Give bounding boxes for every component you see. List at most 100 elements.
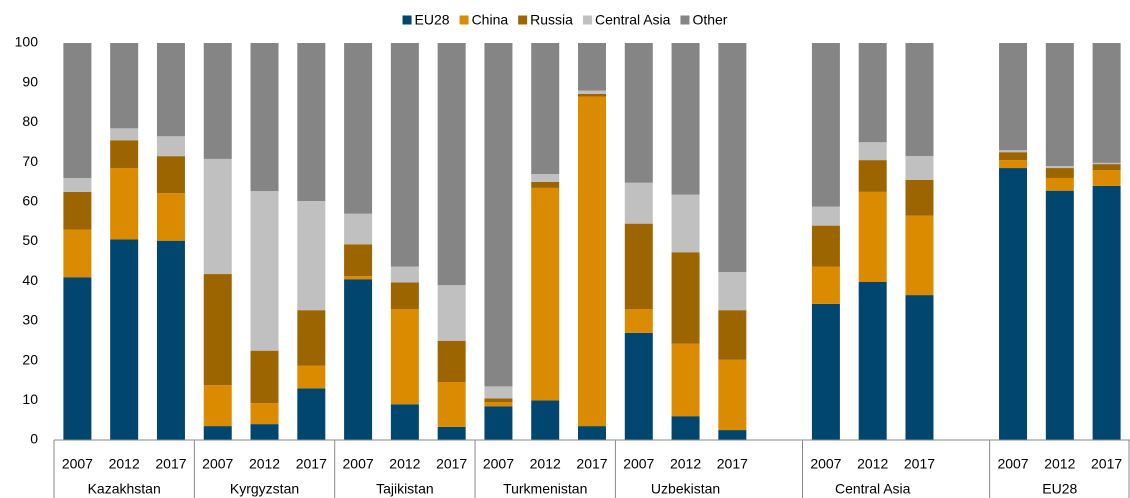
- group-label: Kazakhstan: [88, 481, 161, 497]
- bar-segment: [624, 43, 653, 183]
- bar-segment: [624, 332, 653, 440]
- bar-segment: [484, 402, 513, 407]
- x-tick-label: 2012: [249, 456, 280, 472]
- bar-segment: [811, 43, 840, 207]
- y-tick-label: 40: [22, 272, 38, 288]
- bar-segment: [531, 187, 560, 401]
- bar-segment: [671, 194, 700, 253]
- x-tick-label: 2012: [1044, 456, 1075, 472]
- bar-segment: [1045, 168, 1074, 178]
- group-label: Uzbekistan: [651, 481, 720, 497]
- x-tick-label: 2007: [810, 456, 841, 472]
- x-tick-label: 2007: [997, 456, 1028, 472]
- y-tick-label: 50: [22, 232, 38, 248]
- bar-segment: [624, 308, 653, 333]
- bar-segment: [344, 213, 373, 245]
- bar-segment: [63, 229, 92, 278]
- bar-segment: [390, 282, 419, 309]
- bar-segment: [999, 152, 1028, 161]
- bar-segment: [297, 43, 326, 202]
- x-tick-label: 2007: [202, 456, 233, 472]
- legend-swatch: [459, 15, 469, 25]
- bar-segment: [905, 156, 934, 180]
- bar-segment: [578, 93, 606, 97]
- bar-segment: [203, 274, 232, 386]
- x-tick-label: 2017: [296, 456, 327, 472]
- bar-segment: [1045, 43, 1074, 167]
- bar-segment: [63, 191, 92, 230]
- bar-segment: [671, 252, 700, 344]
- bar-segment: [156, 156, 185, 194]
- bar-segment: [624, 223, 653, 309]
- bar-segment: [578, 43, 606, 91]
- legend-label: China: [472, 12, 509, 28]
- x-tick-label: 2017: [717, 456, 748, 472]
- x-tick-label: 2017: [155, 456, 186, 472]
- x-tick-label: 2017: [576, 456, 607, 472]
- bar-segment: [999, 43, 1028, 151]
- bar-segment: [858, 281, 887, 440]
- legend-label: Other: [692, 12, 727, 28]
- bar-segment: [531, 174, 560, 182]
- bar-segment: [1045, 177, 1074, 191]
- x-tick-label: 2012: [857, 456, 888, 472]
- group-label: Tajikistan: [376, 481, 434, 497]
- bar-segment: [531, 181, 560, 188]
- y-tick-label: 0: [30, 431, 38, 447]
- bar-segment: [718, 359, 747, 431]
- bar-segment: [437, 426, 466, 440]
- bar-segment: [858, 160, 887, 192]
- bar-segment: [250, 424, 279, 440]
- bar-segment: [390, 43, 419, 267]
- bar-segment: [390, 308, 419, 405]
- bar-segment: [905, 295, 934, 440]
- bar-segment: [250, 191, 279, 351]
- bar-segment: [531, 43, 560, 175]
- x-tick-label: 2017: [1091, 456, 1122, 472]
- bar-segment: [110, 43, 139, 129]
- bar-segment: [297, 201, 326, 311]
- group-label: Central Asia: [835, 481, 911, 497]
- bar-segment: [484, 398, 513, 403]
- bar-segment: [344, 244, 373, 277]
- x-tick-label: 2017: [436, 456, 467, 472]
- bar-segment: [390, 404, 419, 440]
- bar-segment: [811, 225, 840, 267]
- bar-segment: [63, 277, 92, 440]
- y-tick-label: 80: [22, 113, 38, 129]
- bar-segment: [578, 90, 606, 94]
- x-tick-label: 2007: [343, 456, 374, 472]
- legend-label: EU28: [415, 12, 450, 28]
- bar-segment: [1045, 190, 1074, 440]
- bar-segment: [1092, 162, 1121, 165]
- bar-segment: [110, 128, 139, 141]
- bar-segment: [1045, 166, 1074, 169]
- bar-segment: [156, 43, 185, 137]
- bar-segment: [156, 240, 185, 440]
- bar-segment: [344, 43, 373, 214]
- bar-segment: [484, 43, 513, 387]
- bar-segment: [718, 310, 747, 360]
- bar-segment: [110, 140, 139, 169]
- bar-segment: [156, 136, 185, 157]
- y-tick-label: 60: [22, 193, 38, 209]
- bar-segment: [811, 303, 840, 440]
- bar-segment: [858, 142, 887, 161]
- bar-segment: [484, 406, 513, 440]
- x-tick-label: 2012: [530, 456, 561, 472]
- bar-segment: [203, 426, 232, 440]
- bar-segment: [250, 43, 279, 192]
- x-tick-label: 2007: [623, 456, 654, 472]
- bar-segment: [110, 168, 139, 240]
- y-tick-label: 10: [22, 391, 38, 407]
- bar-segment: [531, 400, 560, 440]
- bar-segment: [1092, 170, 1121, 186]
- bar-segment: [203, 385, 232, 427]
- group-label: Kyrgyzstan: [230, 481, 299, 497]
- bar-segment: [858, 43, 887, 143]
- x-tick-label: 2012: [389, 456, 420, 472]
- bar-segment: [671, 343, 700, 417]
- y-tick-label: 70: [22, 153, 38, 169]
- bar-segment: [905, 43, 934, 157]
